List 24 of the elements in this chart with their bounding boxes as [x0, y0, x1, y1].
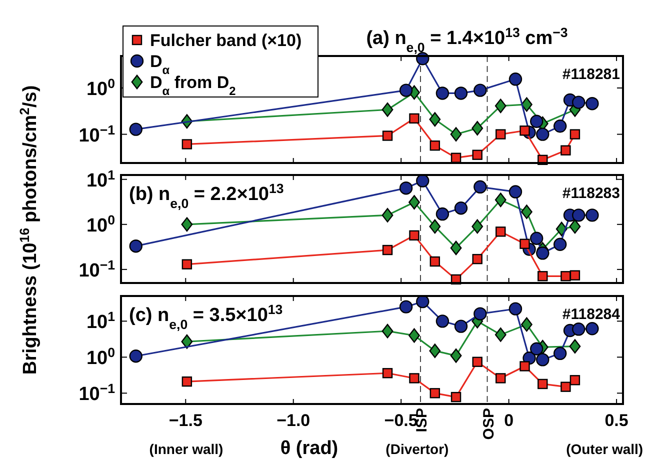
y-tick-label: 10$^{0}$	[86, 75, 115, 100]
text: (Divertor)	[386, 441, 449, 457]
x-axis-title: θ (rad)	[280, 438, 338, 459]
legend-label: Fulcher band (×10)	[150, 31, 302, 50]
y-tick-label: 10$^{1}$	[86, 166, 116, 192]
annotation: #118283	[562, 185, 620, 202]
ref-line-label: OSP	[480, 408, 498, 440]
y-tick-label: 10$^{1}$	[86, 308, 116, 334]
annotation: #118281	[562, 66, 620, 83]
text: (b) n$_{e,0}$ = 2.2×10$^{13}$	[129, 180, 284, 210]
y-tick-label: 10$^{0}$	[86, 344, 115, 370]
x-tick-label: 0.5	[604, 411, 628, 430]
text: (Outer wall)	[566, 441, 644, 457]
y-tick-label: 10$^{0}$	[86, 212, 115, 236]
y-tick-label: 10$^{−1}$	[78, 122, 116, 146]
y-tick-label: 10$^{−1}$	[78, 380, 116, 406]
x-tick-label: 0	[504, 411, 514, 430]
x-tick-label: −1.0	[276, 411, 310, 430]
chart-title: (a) n$_{e,0}$ = 1.4×10$^{13}$ cm$^{−3}$	[366, 24, 568, 54]
text: (Inner wall)	[149, 441, 224, 457]
annotation: #118284	[562, 306, 621, 323]
x-tick-label: −1.5	[168, 411, 202, 430]
text: (c) n$_{e,0}$ = 3.5×10$^{13}$	[129, 302, 283, 332]
y-tick-label: 10$^{−1}$	[78, 256, 116, 282]
